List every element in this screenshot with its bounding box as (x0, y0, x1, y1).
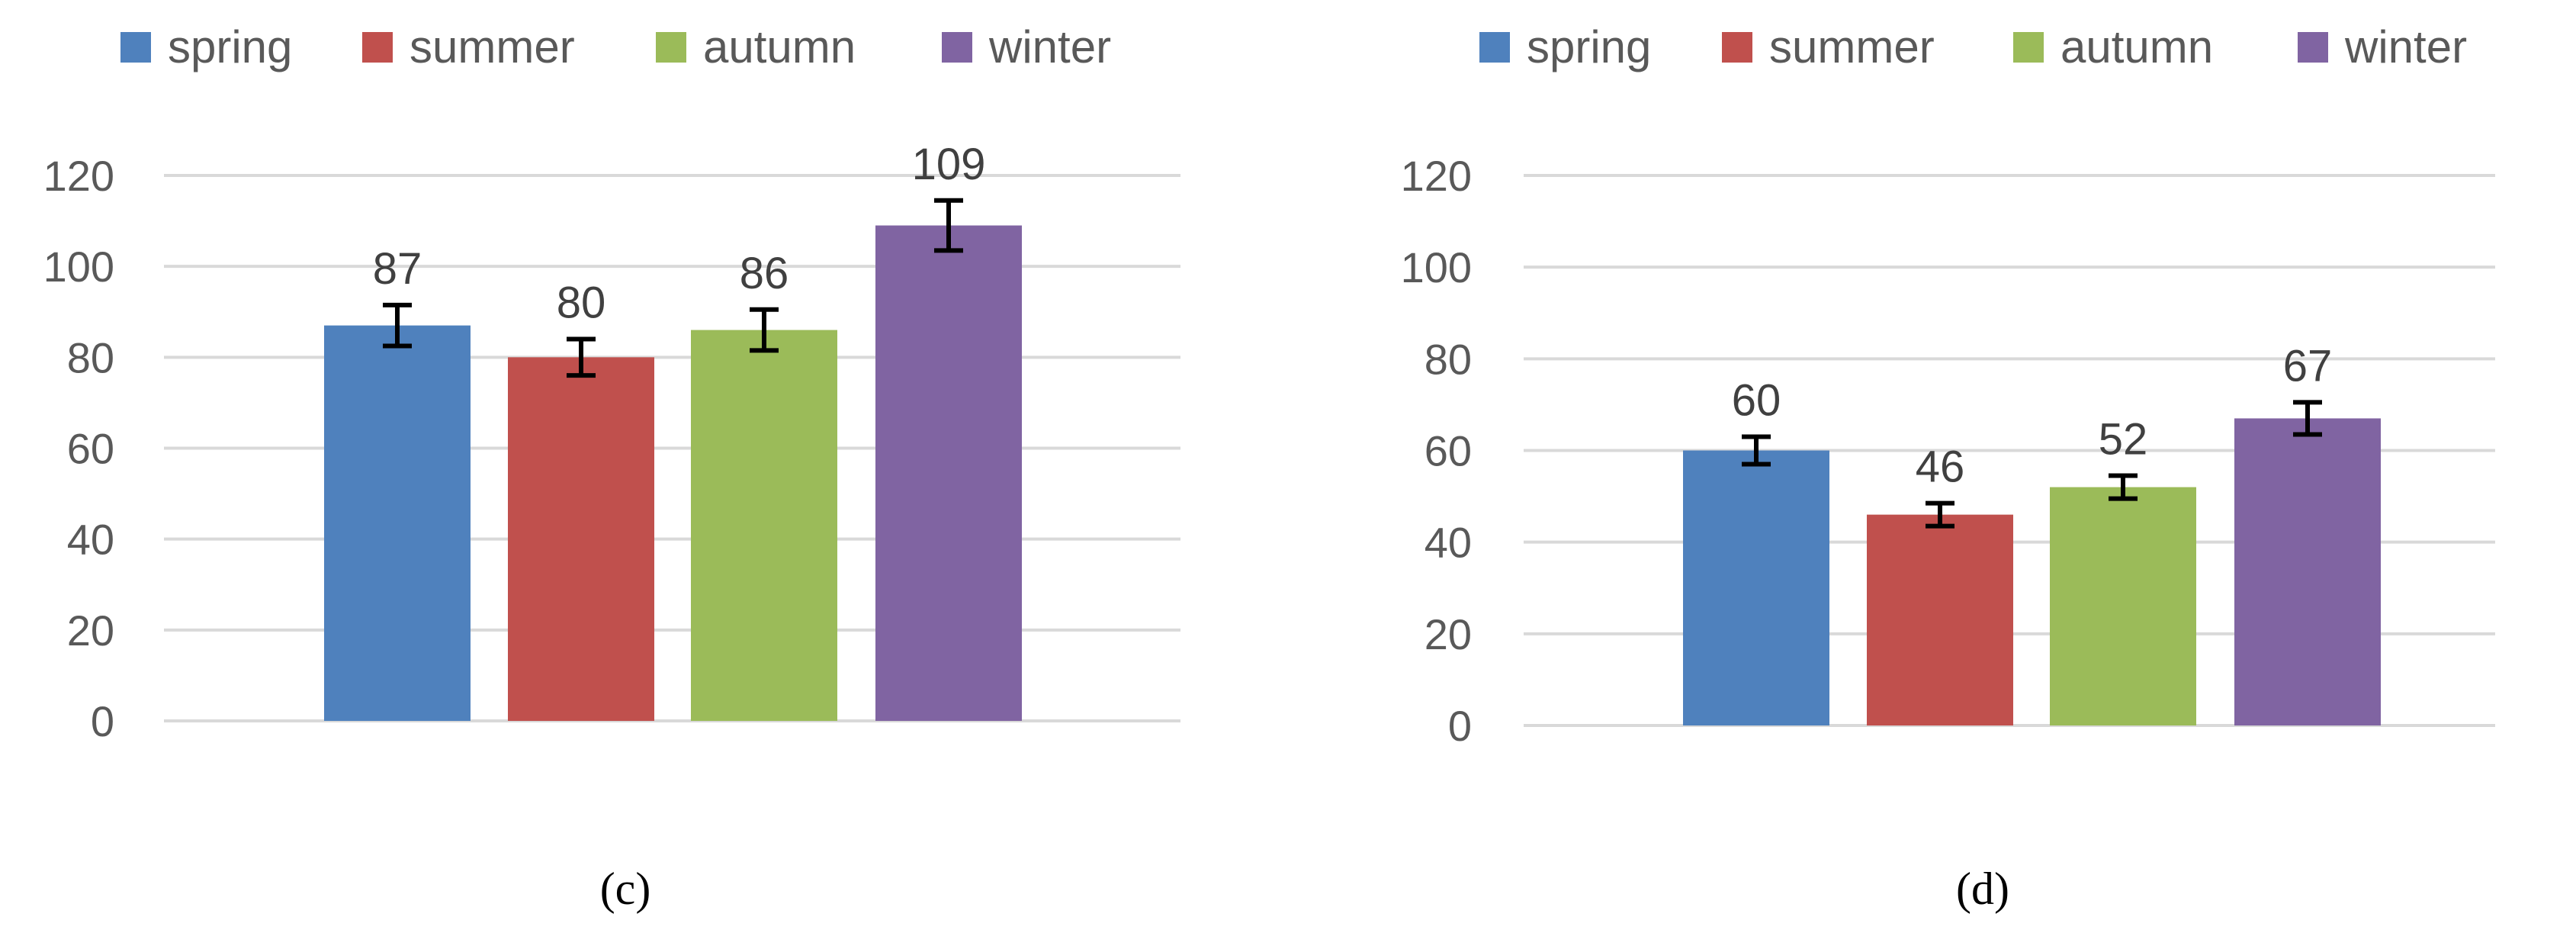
legend-label-summer: summer (1769, 21, 1935, 72)
y-tick-label: 40 (67, 516, 114, 564)
data-label-autumn: 86 (740, 249, 789, 298)
legend-label-autumn: autumn (703, 21, 856, 72)
bar-summer (508, 357, 654, 721)
legend-swatch-summer (1722, 32, 1752, 63)
y-tick-label: 20 (67, 606, 114, 655)
y-tick-label: 40 (1425, 519, 1472, 567)
bar-spring (324, 325, 471, 721)
y-tick-label: 80 (67, 333, 114, 381)
legend-swatch-spring (120, 32, 151, 63)
bar-summer (1867, 514, 2013, 725)
legend-swatch-summer (362, 32, 393, 63)
y-tick-label: 120 (1401, 152, 1472, 200)
data-label-summer: 46 (1916, 442, 1965, 492)
y-tick-label: 0 (1448, 702, 1472, 750)
data-label-winter: 67 (2283, 341, 2333, 391)
legend-label-spring: spring (168, 21, 292, 72)
y-tick-label: 100 (1401, 243, 1472, 291)
data-label-spring: 60 (1732, 375, 1781, 425)
y-tick-label: 80 (1425, 335, 1472, 383)
legend-swatch-spring (1479, 32, 1510, 63)
y-tick-label: 60 (1425, 427, 1472, 475)
legend-swatch-winter (2298, 32, 2328, 63)
y-tick-label: 0 (91, 697, 114, 745)
legend-label-spring: spring (1527, 21, 1651, 72)
panel-caption: (c) (600, 864, 651, 914)
data-label-summer: 80 (557, 278, 606, 328)
legend-label-autumn: autumn (2060, 21, 2213, 72)
legend-swatch-autumn (2013, 32, 2044, 63)
bar-winter (2234, 418, 2381, 725)
legend-swatch-autumn (656, 32, 686, 63)
legend-label-winter: winter (988, 21, 1111, 72)
panel-caption: (d) (1956, 864, 2009, 914)
y-tick-label: 100 (43, 243, 114, 291)
data-label-spring: 87 (373, 244, 422, 294)
chart-panel-2: 0 20 40 60 80 100 120 spring summer autumn winter 6… (1401, 21, 2495, 914)
legend-label-summer: summer (410, 21, 575, 72)
bar-winter (875, 225, 1022, 722)
legend-label-winter: winter (2344, 21, 2467, 72)
bar-autumn (691, 330, 837, 721)
bar-spring (1683, 450, 1829, 725)
y-tick-label: 120 (43, 152, 114, 200)
y-tick-label: 60 (67, 425, 114, 473)
data-label-winter: 109 (912, 140, 986, 189)
chart-panel-1: 0 20 40 60 80 100 120 spring summer autumn winter 8… (43, 21, 1180, 914)
bar-autumn (2050, 487, 2196, 725)
y-tick-label: 20 (1425, 610, 1472, 658)
legend-swatch-winter (942, 32, 972, 63)
data-label-autumn: 52 (2099, 415, 2148, 465)
